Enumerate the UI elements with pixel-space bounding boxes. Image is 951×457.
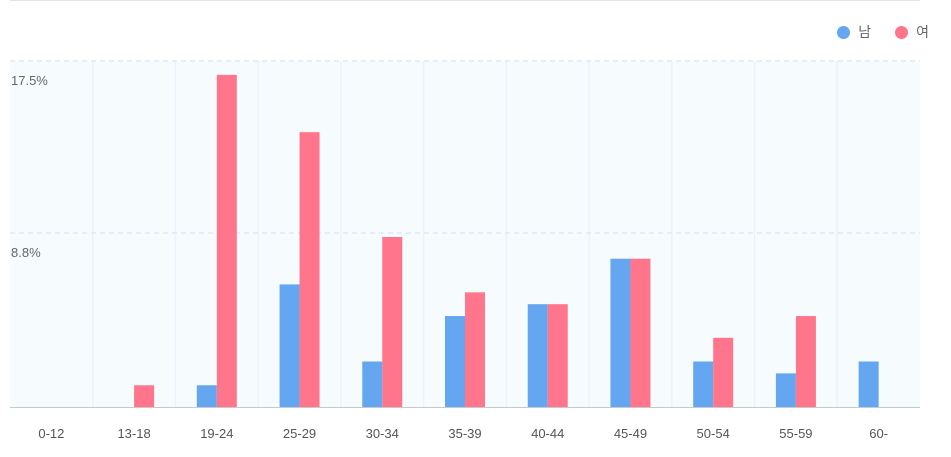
x-tick-label: 45-49 <box>614 426 647 441</box>
y-tick-label: 8.8% <box>11 245 41 260</box>
legend-male-label: 남 <box>858 24 872 40</box>
bar-male <box>527 304 548 407</box>
chart-legend: 남 여 <box>837 22 929 42</box>
bar-female <box>465 292 485 407</box>
x-tick-label: 55-59 <box>779 426 812 441</box>
bar-male <box>775 373 796 407</box>
bar-female <box>547 304 568 407</box>
bar-male <box>279 284 300 407</box>
x-tick-label: 30-34 <box>366 426 399 441</box>
legend-item-female[interactable]: 여 <box>895 22 929 42</box>
legend-female-label: 여 <box>916 24 929 40</box>
legend-item-male[interactable]: 남 <box>837 22 871 42</box>
x-tick-label: 60- <box>869 426 888 441</box>
bar-female <box>382 236 403 407</box>
y-tick-label: 17.5% <box>11 73 48 88</box>
legend-female-dot-icon <box>895 25 909 39</box>
x-tick-label: 40-44 <box>531 426 564 441</box>
top-divider <box>10 0 920 1</box>
bar-female <box>630 258 651 407</box>
x-tick-label: 25-29 <box>283 426 316 441</box>
legend-male-dot-icon <box>837 25 851 39</box>
x-tick-label: 35-39 <box>448 426 481 441</box>
bar-female <box>299 132 320 408</box>
bar-female <box>134 385 155 407</box>
bar-male <box>362 361 383 407</box>
x-tick-label: 0-12 <box>38 426 64 441</box>
bar-male <box>196 385 217 407</box>
x-tick-label: 13-18 <box>117 426 150 441</box>
bar-female <box>713 337 734 407</box>
bar-male <box>858 361 879 407</box>
x-tick-label: 50-54 <box>697 426 730 441</box>
x-tick-label: 19-24 <box>200 426 233 441</box>
bar-female <box>795 316 816 407</box>
bar-male <box>693 361 714 407</box>
bar-female <box>216 74 237 407</box>
bar-male <box>445 316 465 407</box>
bar-male <box>610 258 631 407</box>
